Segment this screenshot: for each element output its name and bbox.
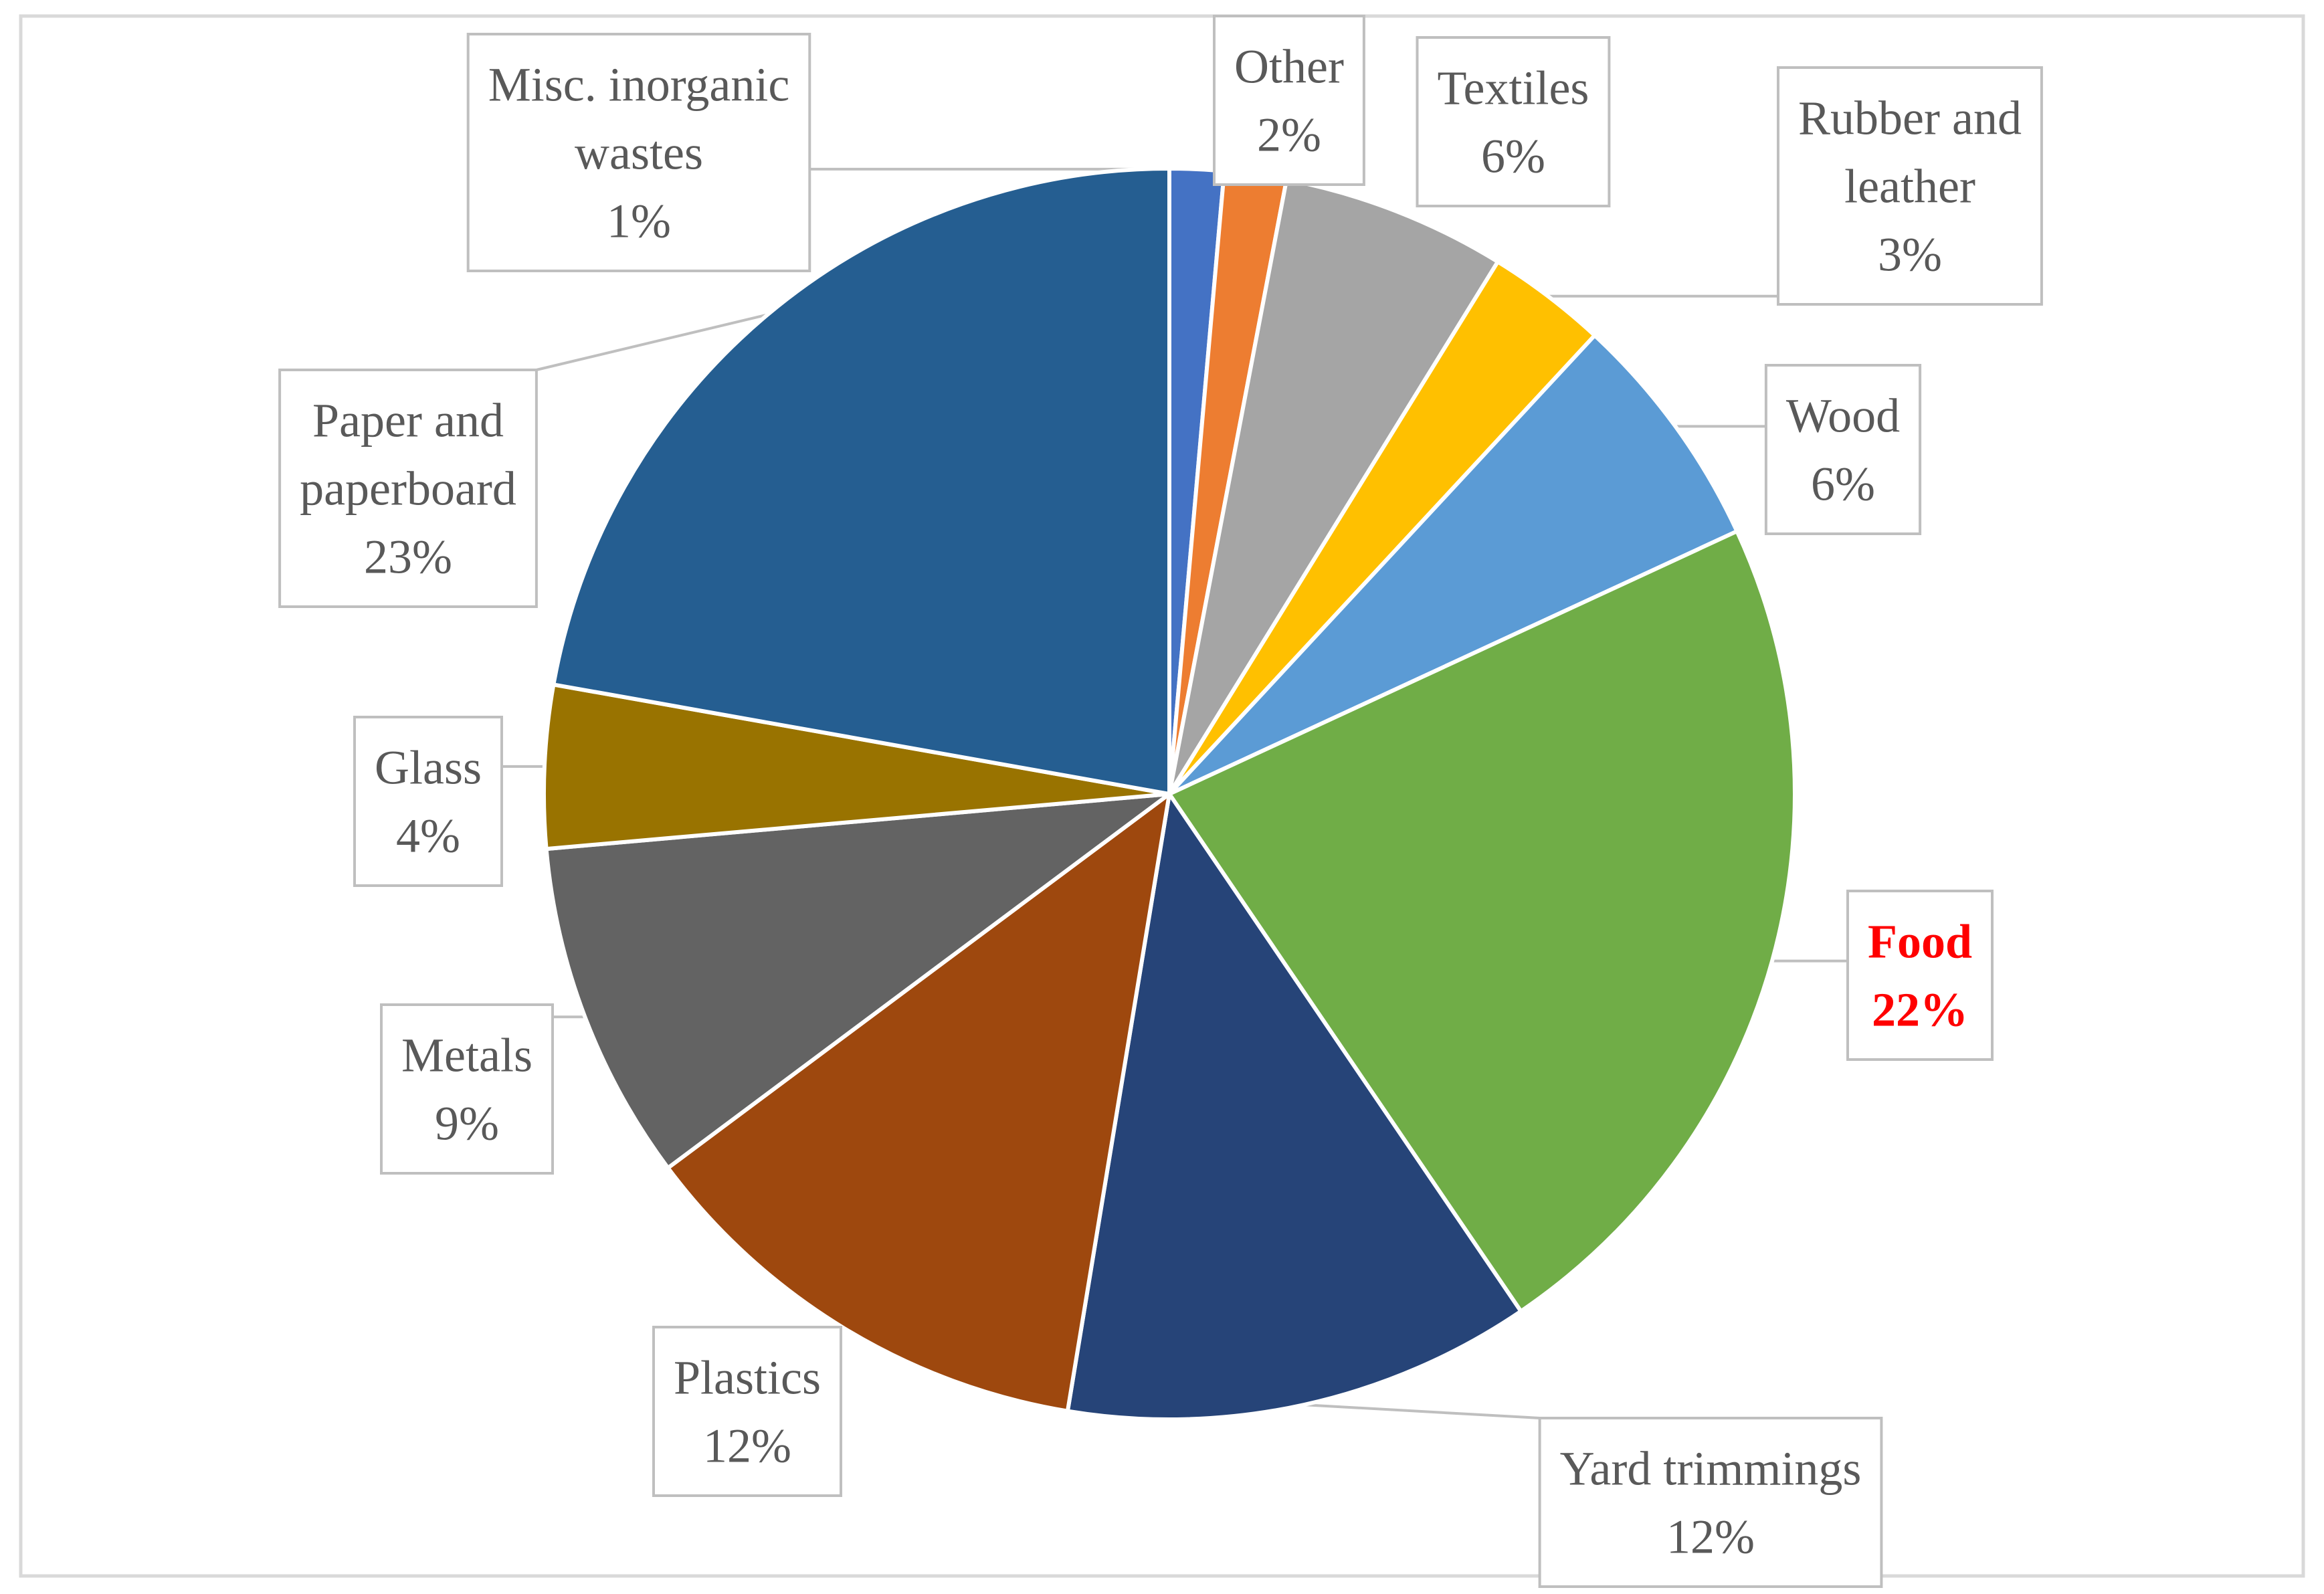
data-label-percent: 6%	[1811, 458, 1875, 511]
data-label-percent: 2%	[1257, 108, 1321, 162]
data-label-box	[380, 1003, 554, 1175]
data-label-name: Wood	[1786, 389, 1900, 443]
data-label-box	[353, 716, 503, 887]
data-label-wood: Wood 6%	[1764, 364, 1922, 535]
data-label-name: Textiles	[1438, 62, 1589, 115]
pie-slice-paper-and-paperboard	[551, 167, 1171, 796]
data-label-box	[1764, 364, 1922, 535]
data-label-yard-trimmings: Yard trimmings 12%	[1538, 1417, 1883, 1588]
data-label-percent: 3%	[1878, 228, 1942, 282]
data-label-percent: 12%	[703, 1419, 791, 1473]
data-label-name: Rubber and	[1798, 92, 2022, 145]
data-label-name: Misc. inorganic	[488, 58, 790, 112]
pie-slice-yard-trimmings	[1065, 792, 1523, 1422]
data-label-glass: Glass 4%	[353, 716, 503, 887]
data-label-textiles: Textiles 6%	[1416, 36, 1611, 207]
data-label-name: Metals	[401, 1029, 532, 1082]
data-label-name: Plastics	[674, 1351, 821, 1405]
data-label-metals: Metals 9%	[380, 1003, 554, 1175]
data-label-name: paperboard	[300, 462, 516, 516]
data-label-name: Food	[1868, 915, 1972, 969]
data-label-percent: 22%	[1872, 983, 1968, 1037]
data-label-other: Other 2%	[1213, 15, 1365, 186]
data-label-name: Paper and	[312, 394, 504, 447]
data-label-box	[278, 369, 538, 608]
pie-slice-wood	[1167, 333, 1739, 796]
data-label-food: Food 22%	[1846, 890, 1994, 1061]
data-label-box	[1777, 66, 2043, 306]
data-label-box	[1846, 890, 1994, 1061]
data-label-name: Yard trimmings	[1560, 1442, 1862, 1496]
data-label-percent: 4%	[396, 809, 460, 863]
pie-slice-food	[1167, 529, 1797, 1314]
data-label-percent: 23%	[364, 530, 452, 584]
data-label-box	[1416, 36, 1611, 207]
data-label-box	[1213, 15, 1365, 186]
data-label-name: Glass	[375, 741, 482, 795]
leader-line-paper-and-paperboard	[536, 313, 768, 371]
pie-slices	[542, 166, 1797, 1422]
pie-slice-metals	[544, 792, 1171, 1170]
data-label-percent: 12%	[1666, 1510, 1755, 1564]
pie-slice-glass	[542, 682, 1171, 852]
data-label-box	[652, 1326, 842, 1497]
data-label-name: Other	[1234, 40, 1344, 94]
data-label-percent: 1%	[607, 195, 671, 248]
pie-slice-plastics	[666, 792, 1171, 1413]
data-label-paper-and-paperboard: Paper and paperboard 23%	[278, 369, 538, 608]
data-label-percent: 6%	[1481, 130, 1545, 183]
data-label-name: wastes	[575, 126, 703, 180]
data-labels: Misc. inorganic wastes 1% Other 2% Textiles 6%…	[278, 15, 2043, 1588]
data-label-name: leather	[1844, 160, 1975, 213]
leader-line-yard-trimmings	[1303, 1403, 1540, 1419]
data-label-percent: 9%	[435, 1097, 499, 1151]
data-label-rubber-and-leather: Rubber and leather 3%	[1777, 66, 2043, 306]
data-label-box	[1538, 1417, 1883, 1588]
data-label-misc-inorganic-wastes: Misc. inorganic wastes 1%	[466, 33, 811, 272]
data-label-box	[466, 33, 811, 272]
data-label-plastics: Plastics 12%	[652, 1326, 842, 1497]
